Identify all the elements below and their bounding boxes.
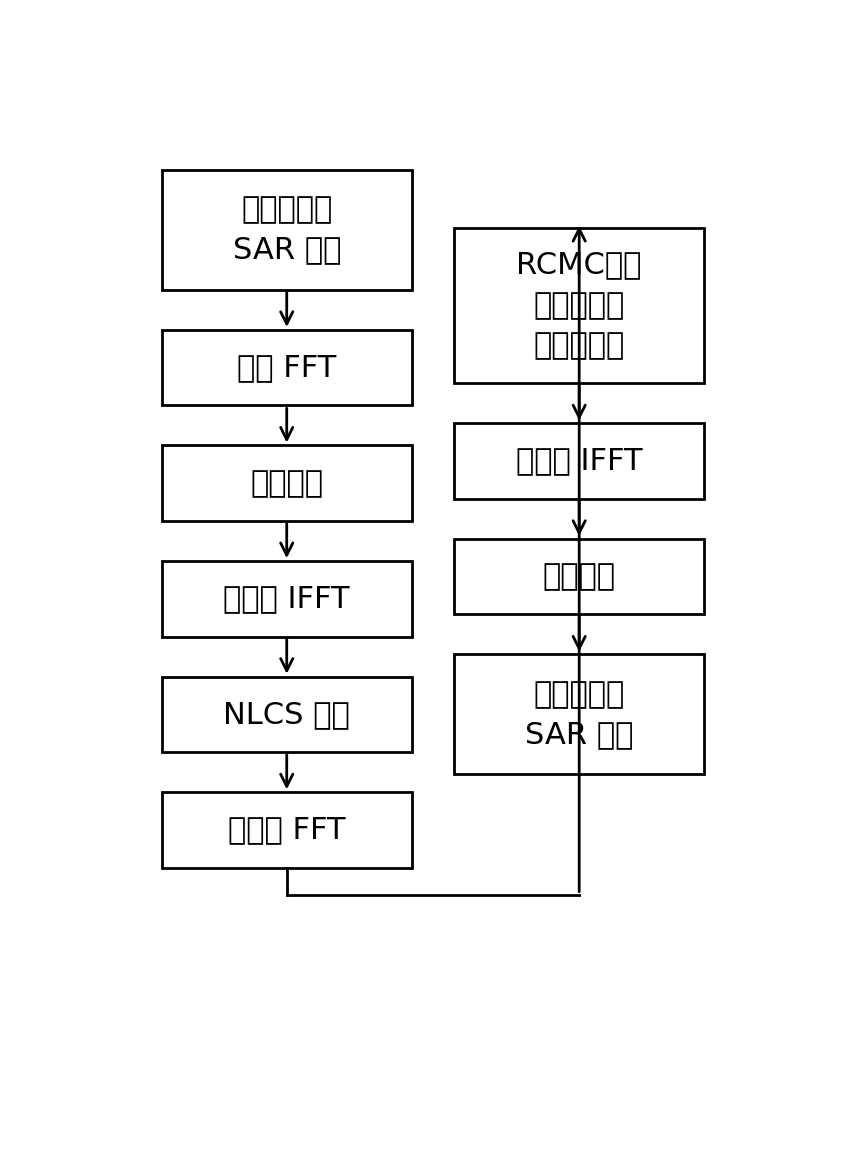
Bar [455, 423, 704, 499]
Bar [162, 677, 411, 752]
Bar [162, 792, 411, 867]
Text: 移不变双基
SAR 图像: 移不变双基 SAR 图像 [525, 679, 633, 750]
Text: 方位压缩: 方位压缩 [543, 562, 616, 591]
Bar [455, 538, 704, 614]
Text: 四阶滤波: 四阶滤波 [250, 469, 323, 498]
Bar [162, 170, 411, 290]
Text: 二维 FFT: 二维 FFT [237, 353, 337, 382]
Bar [162, 446, 411, 521]
Text: NLCS 处理: NLCS 处理 [223, 700, 350, 729]
Bar [455, 228, 704, 383]
Text: RCMC、距
离压缩、高
阶相位补偿: RCMC、距 离压缩、高 阶相位补偿 [516, 251, 642, 360]
Bar [162, 330, 411, 405]
Text: 距离向 FFT: 距离向 FFT [228, 815, 345, 844]
Bar [455, 655, 704, 775]
Text: 距离向 IFFT: 距离向 IFFT [516, 447, 643, 476]
Text: 移不变双基
SAR 回波: 移不变双基 SAR 回波 [232, 195, 341, 264]
Bar [162, 561, 411, 636]
Text: 距离向 IFFT: 距离向 IFFT [224, 584, 350, 613]
